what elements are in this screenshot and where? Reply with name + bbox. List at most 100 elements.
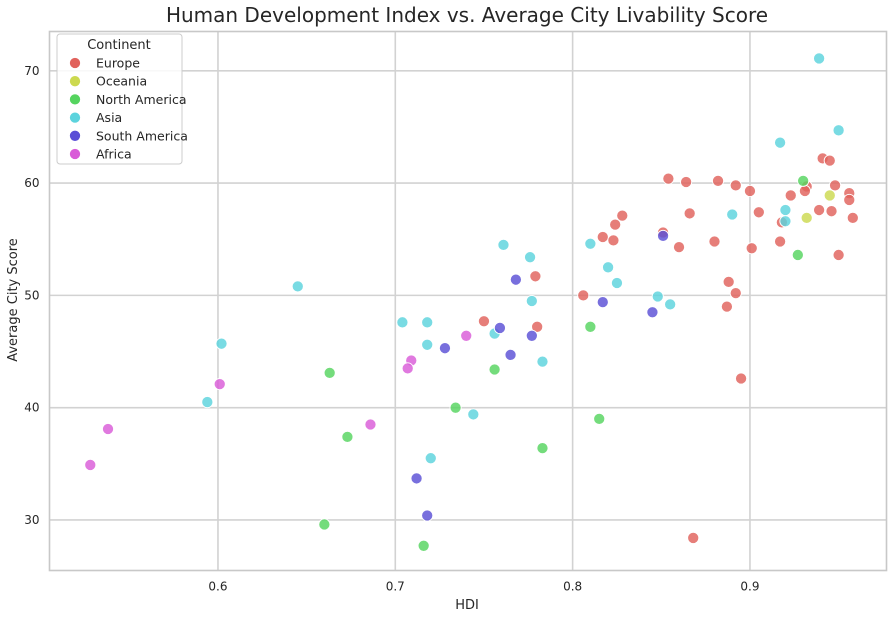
data-point-europe <box>680 175 693 189</box>
data-point-oceania <box>823 189 836 202</box>
data-point-south-america <box>509 273 522 286</box>
data-point-south-america <box>493 321 506 335</box>
data-point-asia <box>726 208 739 221</box>
legend-marker-north-america <box>68 93 82 106</box>
data-point-europe <box>687 531 700 544</box>
data-point-asia <box>291 280 304 293</box>
x-tick-label: 0.7 <box>386 580 405 594</box>
data-point-europe <box>531 320 544 333</box>
x-tick-label: 0.6 <box>208 580 227 594</box>
data-point-europe <box>829 179 842 192</box>
data-point-africa <box>460 329 473 342</box>
data-point-north-america <box>323 366 336 379</box>
x-tick-label: 0.9 <box>740 580 759 594</box>
data-point-north-america <box>341 430 354 443</box>
data-point-north-america <box>584 320 597 333</box>
data-point-europe <box>823 154 836 167</box>
data-point-europe <box>752 206 765 219</box>
tick-labels: 0.6 0.7 0.8 0.9 30 40 50 60 70 <box>24 64 759 594</box>
data-point-europe <box>743 184 757 198</box>
data-point-asia <box>497 238 510 251</box>
data-point-europe <box>832 248 845 262</box>
data-point-north-america <box>791 248 804 262</box>
legend-label-africa: Africa <box>96 147 132 162</box>
data-point-europe <box>577 289 590 302</box>
data-point-europe <box>729 287 742 300</box>
data-point-europe <box>813 203 826 217</box>
data-point-north-america <box>318 518 331 531</box>
data-point-europe <box>774 235 787 248</box>
data-point-europe <box>529 270 542 283</box>
data-point-south-america <box>657 229 670 242</box>
data-point-north-america <box>593 412 606 425</box>
data-points <box>84 52 859 552</box>
data-point-europe <box>711 174 725 187</box>
data-point-europe <box>843 193 856 206</box>
data-point-europe <box>683 207 696 220</box>
data-point-south-america <box>438 342 451 355</box>
grid-lines <box>49 31 887 571</box>
data-point-north-america <box>488 363 501 376</box>
data-point-asia <box>201 396 214 409</box>
data-point-europe <box>607 234 620 247</box>
data-point-africa <box>401 362 414 375</box>
chart-title: Human Development Index vs. Average City… <box>166 3 768 27</box>
data-point-europe <box>596 230 609 244</box>
data-point-europe <box>672 241 686 254</box>
data-point-north-america <box>797 174 810 187</box>
legend-items: Europe Oceania North America Asia South Amer… <box>68 56 188 162</box>
data-point-oceania <box>800 211 813 224</box>
legend-marker-europe <box>68 56 82 70</box>
data-point-africa <box>213 378 226 391</box>
data-point-asia <box>424 452 437 465</box>
data-point-europe <box>846 211 859 224</box>
data-point-europe <box>798 184 811 198</box>
data-point-asia <box>421 316 434 329</box>
legend-label-europe: Europe <box>96 56 140 71</box>
data-point-south-america <box>525 329 538 342</box>
data-point-africa <box>84 458 97 471</box>
legend-marker-south-america <box>68 129 82 142</box>
data-point-europe <box>477 315 491 328</box>
data-point-europe <box>784 189 797 202</box>
data-point-africa <box>364 418 377 431</box>
data-point-asia <box>467 408 480 421</box>
data-point-asia <box>584 237 597 250</box>
data-point-asia <box>832 124 845 137</box>
y-tick-label: 30 <box>24 513 39 527</box>
data-point-south-america <box>421 509 434 522</box>
data-point-asia <box>536 355 549 368</box>
legend-box <box>56 33 183 165</box>
y-tick-label: 60 <box>24 176 39 190</box>
plot-frame <box>48 30 888 572</box>
x-axis-label: HDI <box>455 598 479 613</box>
data-point-europe <box>708 235 721 248</box>
data-point-asia <box>651 290 664 303</box>
data-point-asia <box>421 338 434 351</box>
data-point-asia <box>779 215 792 228</box>
x-tick-label: 0.8 <box>563 580 582 594</box>
y-tick-label: 40 <box>24 401 39 415</box>
legend-marker-oceania <box>68 75 82 88</box>
legend-label-south-america: South America <box>96 128 188 143</box>
data-point-asia <box>215 337 228 350</box>
data-point-asia <box>525 294 538 308</box>
data-point-asia <box>813 52 826 65</box>
data-point-asia <box>610 276 624 290</box>
data-point-europe <box>616 209 629 222</box>
legend-label-asia: Asia <box>96 110 122 125</box>
y-tick-label: 70 <box>24 64 39 78</box>
data-point-south-america <box>596 296 609 309</box>
data-point-north-america <box>417 539 430 552</box>
data-point-europe <box>735 372 748 385</box>
data-point-africa <box>101 422 115 436</box>
y-axis-label: Average City Score <box>6 238 21 362</box>
data-point-europe <box>722 275 735 288</box>
legend-label-oceania: Oceania <box>96 74 147 89</box>
legend: Continent Europe Oceania North America Asia… <box>56 33 188 165</box>
data-point-asia <box>396 316 409 329</box>
data-point-south-america <box>646 306 659 319</box>
data-point-south-america <box>504 348 517 361</box>
data-point-europe <box>720 300 733 313</box>
